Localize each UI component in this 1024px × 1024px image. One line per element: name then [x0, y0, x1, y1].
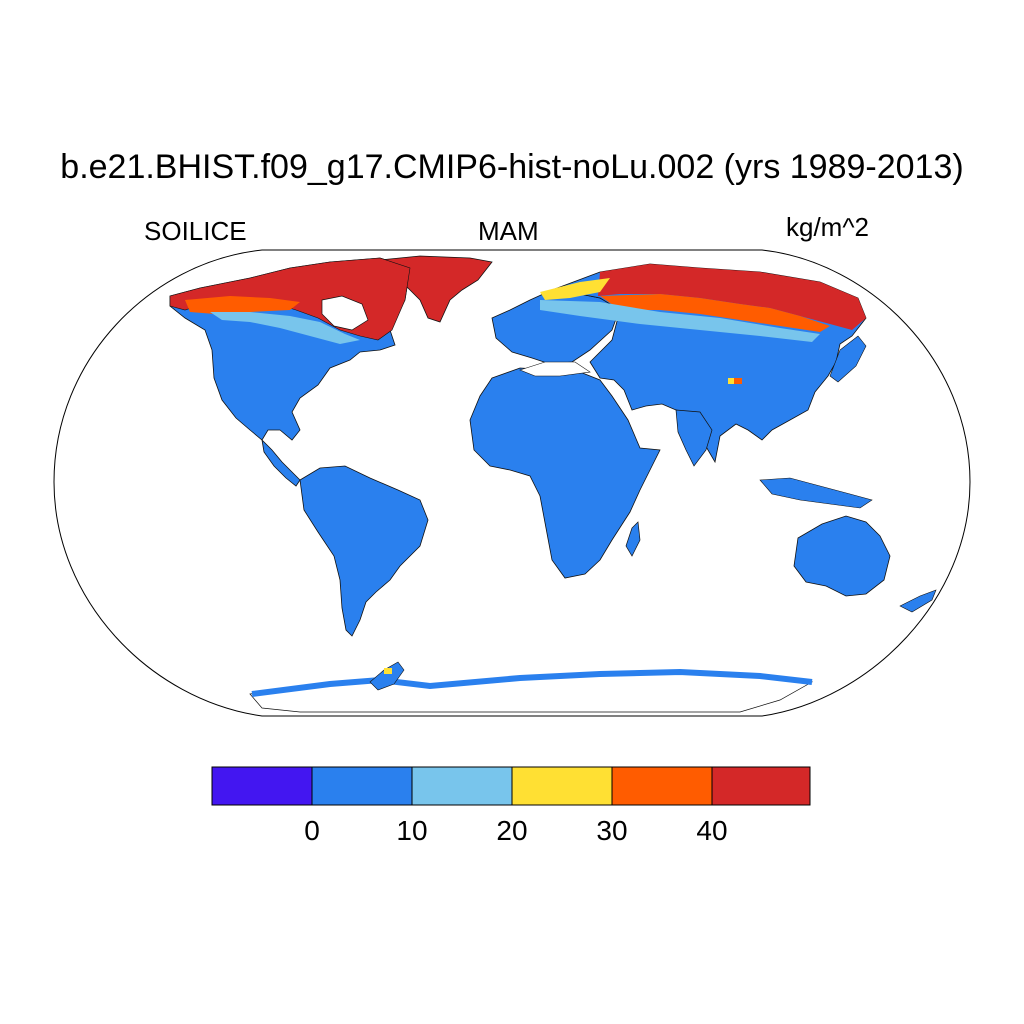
antarctica-coast — [251, 668, 813, 697]
new-zealand — [899, 589, 937, 613]
japan — [829, 335, 867, 383]
colorbar-tick-label: 20 — [496, 815, 528, 846]
peninsula-yellow — [384, 668, 392, 674]
asia-light-band — [540, 300, 820, 342]
central-america — [261, 438, 301, 487]
plot-title: b.e21.BHIST.f09_g17.CMIP6-hist-noLu.002 … — [60, 148, 964, 186]
madagascar — [625, 521, 641, 557]
australia — [793, 515, 891, 597]
units-label: kg/m^2 — [786, 212, 870, 242]
india — [675, 409, 713, 467]
colorbar-tick-label: 30 — [596, 815, 628, 846]
canada-light-band — [210, 312, 360, 344]
colorbar-swatch-3 — [411, 766, 513, 806]
colorbar-swatch-2 — [311, 766, 413, 806]
southeast-asia-islands — [759, 477, 873, 509]
colorbar-swatch-4 — [511, 766, 613, 806]
siberia-red — [598, 264, 866, 330]
siberia-yellow — [540, 278, 610, 300]
colorbar-swatch-1 — [211, 766, 313, 806]
variable-label: SOILICE — [144, 216, 247, 246]
colorbar-swatch-5 — [611, 766, 713, 806]
colorbar-tick-label: 40 — [696, 815, 728, 846]
colorbar-swatch-6 — [711, 766, 811, 806]
colorbar — [211, 766, 811, 806]
colorbar-tick-label: 0 — [304, 815, 320, 846]
season-label: MAM — [478, 216, 539, 246]
mediterranean-sea — [519, 361, 591, 377]
colorbar-tick-label: 10 — [396, 815, 428, 846]
tibet-yellow — [728, 378, 734, 384]
siberia-orange — [600, 294, 830, 332]
tibet-hotspot — [734, 378, 742, 384]
arctic-canada-orange — [185, 296, 300, 314]
south-america — [299, 465, 429, 637]
hudson-bay — [321, 295, 369, 331]
africa — [469, 367, 661, 579]
